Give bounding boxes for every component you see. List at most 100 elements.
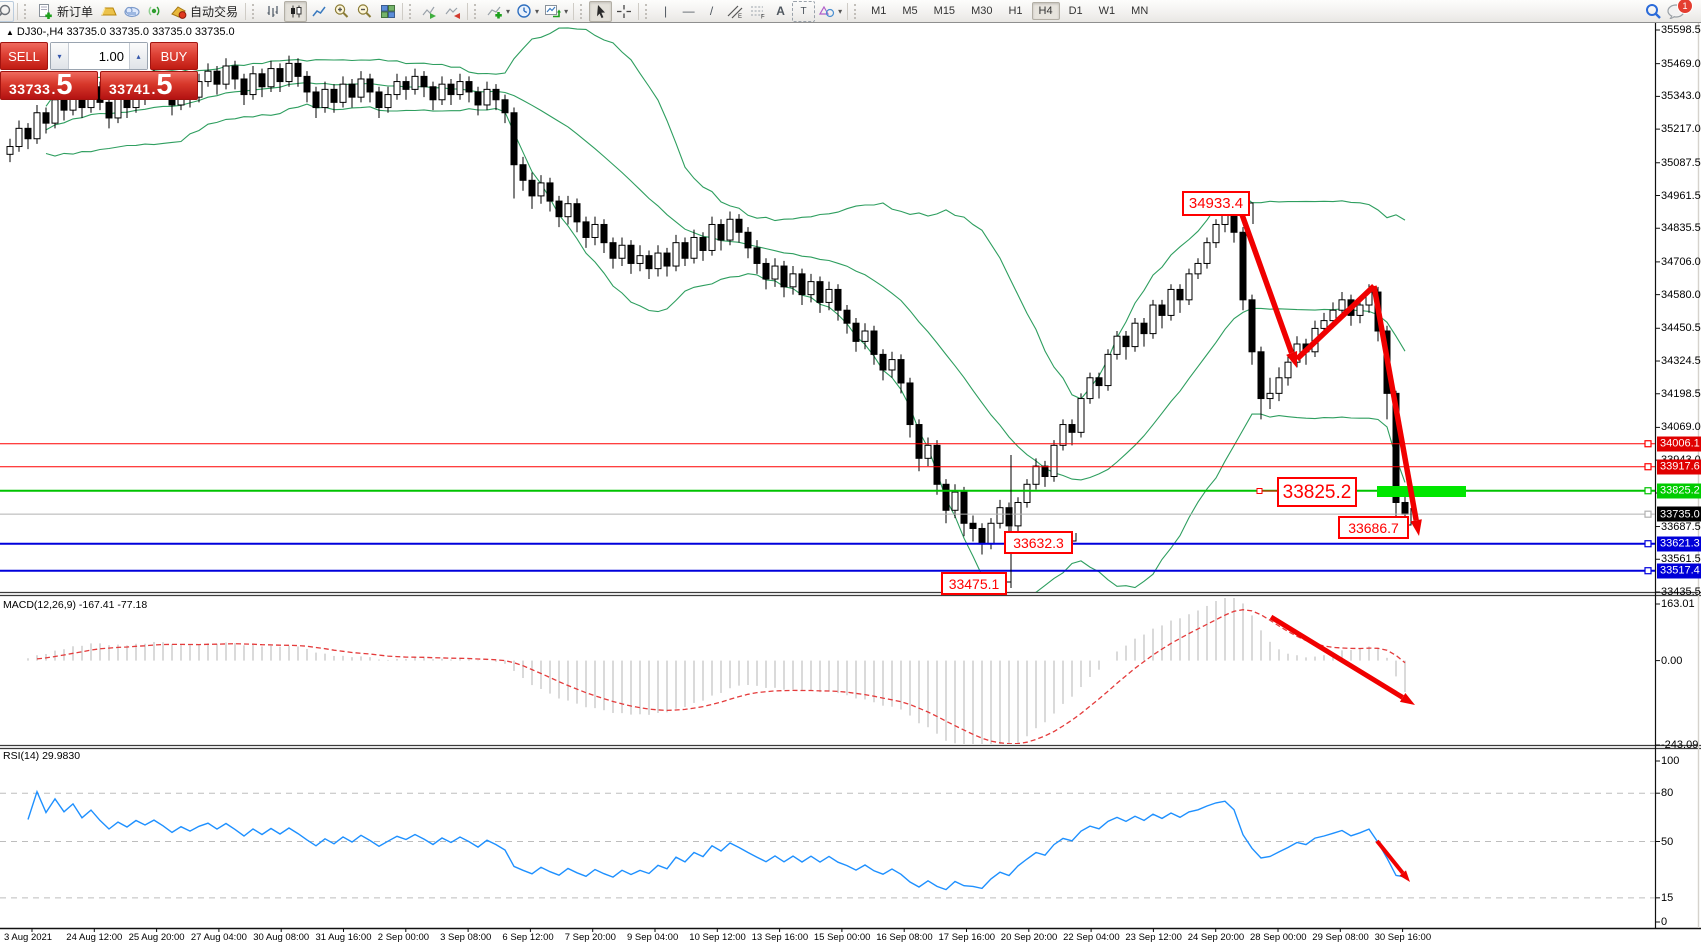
chart-shift-icon[interactable] [441,1,464,22]
timeframe-button-MN[interactable]: MN [1131,5,1149,17]
fibonacci-tool-icon[interactable]: F [746,1,769,22]
price-axis-tick: 33561.5 [1661,553,1701,566]
equidistant-channel-icon[interactable]: E [723,1,746,22]
chart-symbol-title: ▲ DJ30-,H4 33735.0 33735.0 33735.0 33735.… [6,26,235,38]
price-annotation-label[interactable]: 33686.7 [1338,516,1409,539]
price-axis-tick: 34324.5 [1661,355,1701,368]
new-order-button[interactable]: 新订单 [33,2,97,21]
timeframe-button-W1[interactable]: W1 [1098,5,1116,17]
shapes-tool-icon[interactable] [815,1,838,22]
time-axis-label: 2 Sep 00:00 [377,932,430,943]
shapes-caret-icon[interactable]: ▾ [838,6,843,16]
timeframe-group: M1 M5 M15 M30 H1 H4 D1 W1 MN [863,2,1156,20]
price-axis-tick: 34580.0 [1661,288,1701,301]
trend-arrow[interactable] [1375,839,1405,875]
volume-input[interactable] [69,43,129,69]
price-axis-tick: 33435.5 [1661,586,1701,598]
notifications-icon[interactable]: 1 [1664,0,1693,22]
signal-broadcast-icon[interactable] [143,1,166,22]
deposit-gold-icon[interactable] [97,1,120,22]
price-axis-tick: 34835.5 [1661,222,1701,235]
indicators-icon[interactable] [483,1,506,22]
timeframe-button-M5[interactable]: M5 [902,5,918,17]
trend-arrow[interactable] [1295,284,1376,361]
cursor-icon[interactable] [589,0,613,22]
rsi-label: RSI(14) 29.9830 [3,750,81,762]
collapse-marker-icon[interactable]: ▲ [6,28,14,37]
price-axis-tick: 35343.0 [1661,90,1701,103]
search-icon[interactable] [1641,1,1664,22]
trend-arrow-head [1399,692,1415,705]
text-tool-icon[interactable]: A [776,4,785,18]
auto-trading-button[interactable]: 自动交易 [166,2,242,21]
sell-price[interactable]: 33733. 5 [0,70,98,100]
timeframe-button-H4[interactable]: H4 [1031,2,1060,20]
buy-button[interactable]: BUY [150,42,198,70]
rsi-series [27,789,1406,891]
time-axis-label: 30 Aug 08:00 [253,932,310,943]
zoom-in-icon[interactable] [330,1,353,22]
periods-caret-icon[interactable]: ▾ [535,6,540,16]
time-axis-label: 17 Sep 16:00 [938,932,996,943]
svg-text:F: F [761,14,765,19]
sell-button[interactable]: SELL [0,42,48,70]
price-axis-tick: 35598.5 [1661,24,1701,36]
auto-scroll-icon[interactable] [418,1,441,22]
timeframe-button-M1[interactable]: M1 [871,5,887,17]
macd-axis-tick: 0.00 [1661,654,1683,667]
time-axis-label: 22 Sep 04:00 [1063,932,1120,943]
trend-arrow[interactable] [1371,285,1419,521]
volume-decrease-button[interactable]: ▾ [51,43,69,69]
horizontal-line-tool-icon[interactable]: — [682,4,695,18]
macd-axis-tick: -243.09 [1661,739,1699,751]
notification-badge: 1 [1677,0,1693,14]
price-annotation-label[interactable]: 33825.2 [1277,477,1357,507]
text-label-tool-icon[interactable]: T [792,0,816,22]
price-annotation-label[interactable]: 34933.4 [1182,191,1250,216]
market-watch-icon[interactable] [0,0,14,22]
svg-text:E: E [738,14,742,19]
trendline-tool-icon[interactable]: / [709,4,714,18]
price-annotation-label[interactable]: 33475.1 [941,572,1007,595]
trend-arrow[interactable] [1237,208,1295,354]
time-axis-label: 10 Sep 12:00 [689,932,746,943]
time-axis-label: 20 Sep 20:00 [1000,932,1058,943]
rsi-axis-tick: 0 [1661,916,1668,928]
timeframe-button-M30[interactable]: M30 [971,5,993,17]
price-annotation-label[interactable]: 33632.3 [1004,531,1073,554]
price-axis-tick: 35087.5 [1661,156,1701,169]
time-axis-label: 23 Sep 12:00 [1125,932,1182,943]
price-axis-tick: 35217.0 [1661,123,1701,136]
auto-trading-icon [171,5,187,19]
price-axis-tick: 34069.0 [1661,421,1701,434]
timeframe-button-D1[interactable]: D1 [1068,5,1083,17]
line-chart-icon[interactable] [307,1,330,22]
templates-icon[interactable] [541,1,564,22]
timeframe-button-M15[interactable]: M15 [933,5,956,17]
indicators-caret-icon[interactable]: ▾ [506,6,511,16]
candlestick-chart-icon[interactable] [284,0,308,22]
periods-icon[interactable] [512,1,535,22]
zoom-out-icon[interactable] [353,1,376,22]
highlight-zone[interactable] [1377,486,1466,497]
rsi-axis-tick: 80 [1661,787,1674,800]
vertical-line-tool-icon[interactable]: | [664,4,668,18]
crosshair-icon[interactable] [612,1,635,22]
bar-chart-icon[interactable] [261,1,284,22]
templates-caret-icon[interactable]: ▾ [564,6,569,16]
trend-arrow[interactable] [1269,614,1404,700]
buy-price[interactable]: 33741. 5 [100,70,198,100]
price-axis-tick: 33687.5 [1661,520,1701,533]
new-order-label: 新订单 [57,4,94,19]
time-axis-label: 29 Sep 08:00 [1312,932,1369,943]
tile-windows-icon[interactable] [376,1,399,22]
virtual-hosting-icon[interactable] [120,1,143,22]
timeframe-button-H1[interactable]: H1 [1008,5,1023,17]
time-axis-label: 3 Sep 08:00 [440,932,492,943]
volume-increase-button[interactable]: ▴ [129,43,147,69]
price-level-badge: 33621.3 [1657,536,1701,552]
trend-arrow-head [1399,870,1410,882]
time-axis-label: 3 Aug 2021 [4,932,53,943]
